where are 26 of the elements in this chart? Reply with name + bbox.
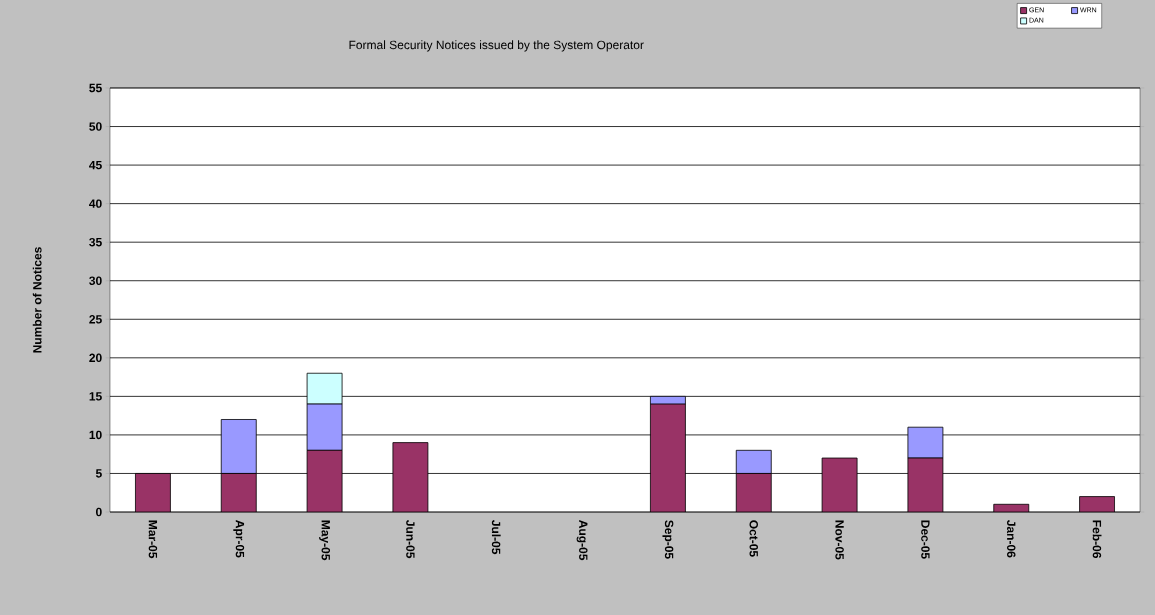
y-tick-label: 25: [89, 315, 102, 324]
y-tick-label: 50: [89, 122, 102, 131]
x-tick-label: Aug-05: [576, 520, 588, 561]
x-tick-label: Feb-06: [1092, 520, 1102, 559]
y-tick-label: 15: [89, 392, 102, 401]
y-tick-label: 0: [96, 507, 102, 517]
y-tick-label: 35: [89, 237, 102, 247]
y-axis-title: Number of Notices: [32, 247, 42, 353]
x-tick-label: Oct-05: [749, 520, 758, 557]
x-tick-label: May-05: [319, 520, 331, 561]
x-tick-label: Sep-05: [662, 520, 674, 559]
y-tick-label: 30: [89, 276, 102, 285]
y-tick-label: 5: [95, 469, 102, 478]
x-tick-label: Jul-05: [491, 519, 501, 555]
y-tick-label: 10: [89, 430, 102, 440]
y-tick-label: 55: [89, 83, 102, 93]
y-tick-label: 40: [89, 199, 102, 208]
x-tick-label: Nov-05: [835, 520, 844, 560]
x-tick-label: Jan-06: [1007, 519, 1016, 558]
y-tick-label: 45: [89, 160, 102, 170]
y-tick-label: 20: [89, 353, 102, 363]
chart-title: Formal Security Notices issued by the System Operator: [349, 40, 644, 52]
x-tick-label: Jun-05: [406, 519, 415, 559]
x-tick-label: Apr-05: [233, 520, 245, 558]
x-tick-label: Dec-05: [921, 520, 930, 559]
x-tick-label: Mar-05: [148, 520, 158, 559]
